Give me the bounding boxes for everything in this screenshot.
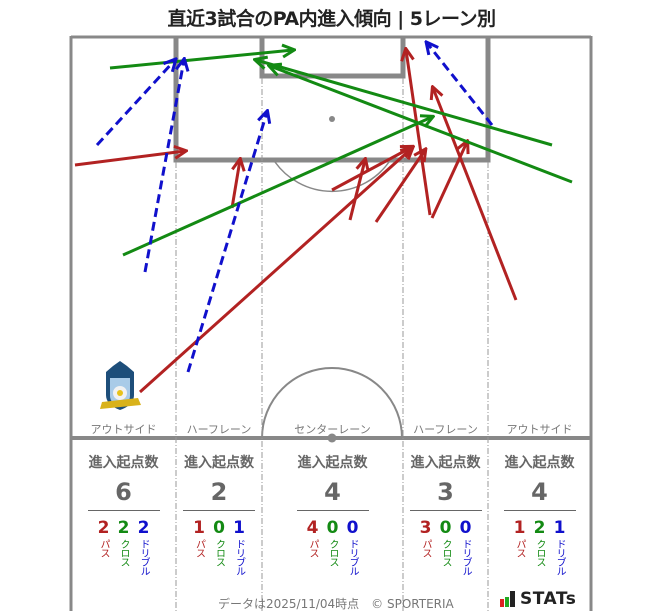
stats-total: 4 (324, 478, 341, 506)
dribble-label: ドリブル (460, 539, 471, 575)
pass-count: 2 (97, 518, 110, 538)
team-crest-icon (100, 361, 141, 410)
stats-total: 2 (210, 478, 228, 506)
pass-label: パス (420, 539, 431, 557)
stats-header: 進入起点数 (297, 455, 368, 471)
dribble-arrows (95, 43, 494, 373)
brand-name: STATs (520, 589, 577, 609)
cross-count: 0 (326, 518, 339, 538)
bar-chart-logo-icon (500, 591, 515, 607)
lane-stats-center: 進入起点数 4 4 パス 0 クロス 0 ドリブル (262, 452, 403, 575)
lane-label-halfspace-left: ハーフレーン (186, 423, 252, 436)
dribble-label: ドリブル (138, 539, 149, 575)
divider (183, 510, 255, 511)
pass-label: パス (514, 539, 525, 557)
stats-header: 進入起点数 (88, 455, 159, 471)
lane-stats-halfspace-right: 進入起点数 3 3 パス 0 クロス 0 ドリブル (403, 452, 488, 575)
stats-total: 6 (115, 478, 132, 506)
dribble-count: 1 (233, 518, 245, 538)
pitch-lines (69, 35, 593, 611)
chart-title: 直近3試合のPA内進入傾向 | 5レーン別 (167, 8, 496, 30)
dribble-count: 0 (459, 518, 472, 538)
divider (87, 510, 160, 511)
dribble-count: 0 (346, 518, 359, 538)
pass-label: パス (98, 539, 109, 557)
stats-brand-logo: STATs (500, 589, 576, 609)
divider (409, 510, 482, 511)
cross-label: クロス (118, 539, 129, 566)
data-date-note: データは2025/11/04時点 © SPORTERIA (218, 597, 454, 611)
pass-count: 4 (306, 518, 319, 538)
stats-header: 進入起点数 (410, 455, 481, 471)
lane-label-center: センターレーン (294, 423, 371, 436)
dribble-count: 2 (137, 518, 150, 538)
lane-stats-halfspace-left: 進入起点数 2 1 パス 0 クロス 1 ドリブル (176, 452, 262, 575)
lane-label-outside-right: アウトサイド (506, 423, 573, 436)
dribble-label: ドリブル (554, 539, 565, 575)
pass-arrows (74, 50, 518, 394)
pass-count: 1 (193, 518, 205, 538)
dribble-label: ドリブル (347, 539, 358, 575)
stats-total: 3 (437, 478, 454, 506)
lane-label-halfspace-right: ハーフレーン (413, 423, 478, 436)
lane-stats-outside-left: 進入起点数 6 2 パス 2 クロス 2 ドリブル (71, 452, 176, 575)
cross-label: クロス (327, 539, 338, 566)
cross-label: クロス (440, 539, 451, 566)
cross-arrows (109, 50, 573, 257)
dribble-count: 1 (553, 518, 566, 538)
lane-stats-outside-right: 進入起点数 4 1 パス 2 クロス 1 ドリブル (488, 452, 591, 575)
pass-label: パス (307, 539, 318, 557)
stats-total: 4 (531, 478, 548, 506)
cross-count: 2 (117, 518, 130, 538)
stats-header: 進入起点数 (504, 455, 575, 471)
pass-label: パス (193, 539, 205, 557)
cross-count: 0 (439, 518, 452, 538)
stats-header: 進入起点数 (184, 455, 254, 471)
cross-count: 2 (533, 518, 546, 538)
cross-label: クロス (534, 539, 545, 566)
cross-count: 0 (213, 518, 225, 538)
divider (296, 510, 369, 511)
cross-label: クロス (213, 539, 225, 566)
lane-label-outside-left: アウトサイド (90, 423, 157, 436)
pass-count: 3 (419, 518, 432, 538)
dribble-label: ドリブル (233, 539, 245, 575)
divider (503, 510, 576, 511)
pass-count: 1 (513, 518, 526, 538)
